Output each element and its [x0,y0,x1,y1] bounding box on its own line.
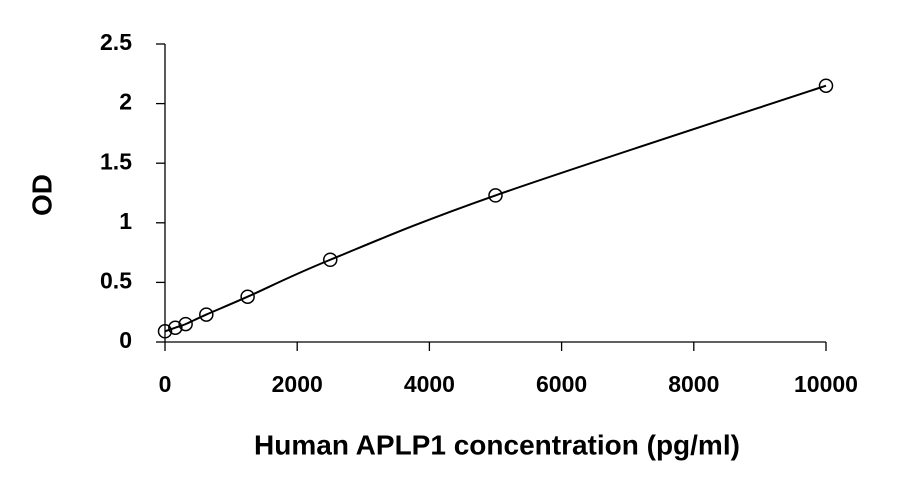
x-tick-label: 4000 [404,371,455,397]
data-point [818,78,834,93]
x-tick-label: 0 [159,371,172,397]
data-point [199,307,214,322]
data-point [178,316,193,332]
y-tick-label: 0 [119,327,132,353]
y-axis-title: OD [26,174,57,216]
y-tick-label: 0.5 [100,267,132,293]
data-point [168,320,183,335]
x-axis-title: Human APLP1 concentration (pg/ml) [254,429,740,460]
x-tick-label: 2000 [272,371,323,397]
x-tick-label: 8000 [668,371,719,397]
y-tick-label: 2 [119,89,132,115]
y-tick-label: 1 [119,208,132,234]
data-point [323,252,338,268]
y-tick-label: 1.5 [100,148,132,174]
data-point [157,324,173,339]
x-tick-label: 6000 [536,371,587,397]
y-tick-label: 2.5 [100,29,132,55]
data-point [240,289,255,304]
data-point [488,188,503,203]
x-tick-label: 10000 [794,371,858,397]
fit-curve [164,84,827,333]
